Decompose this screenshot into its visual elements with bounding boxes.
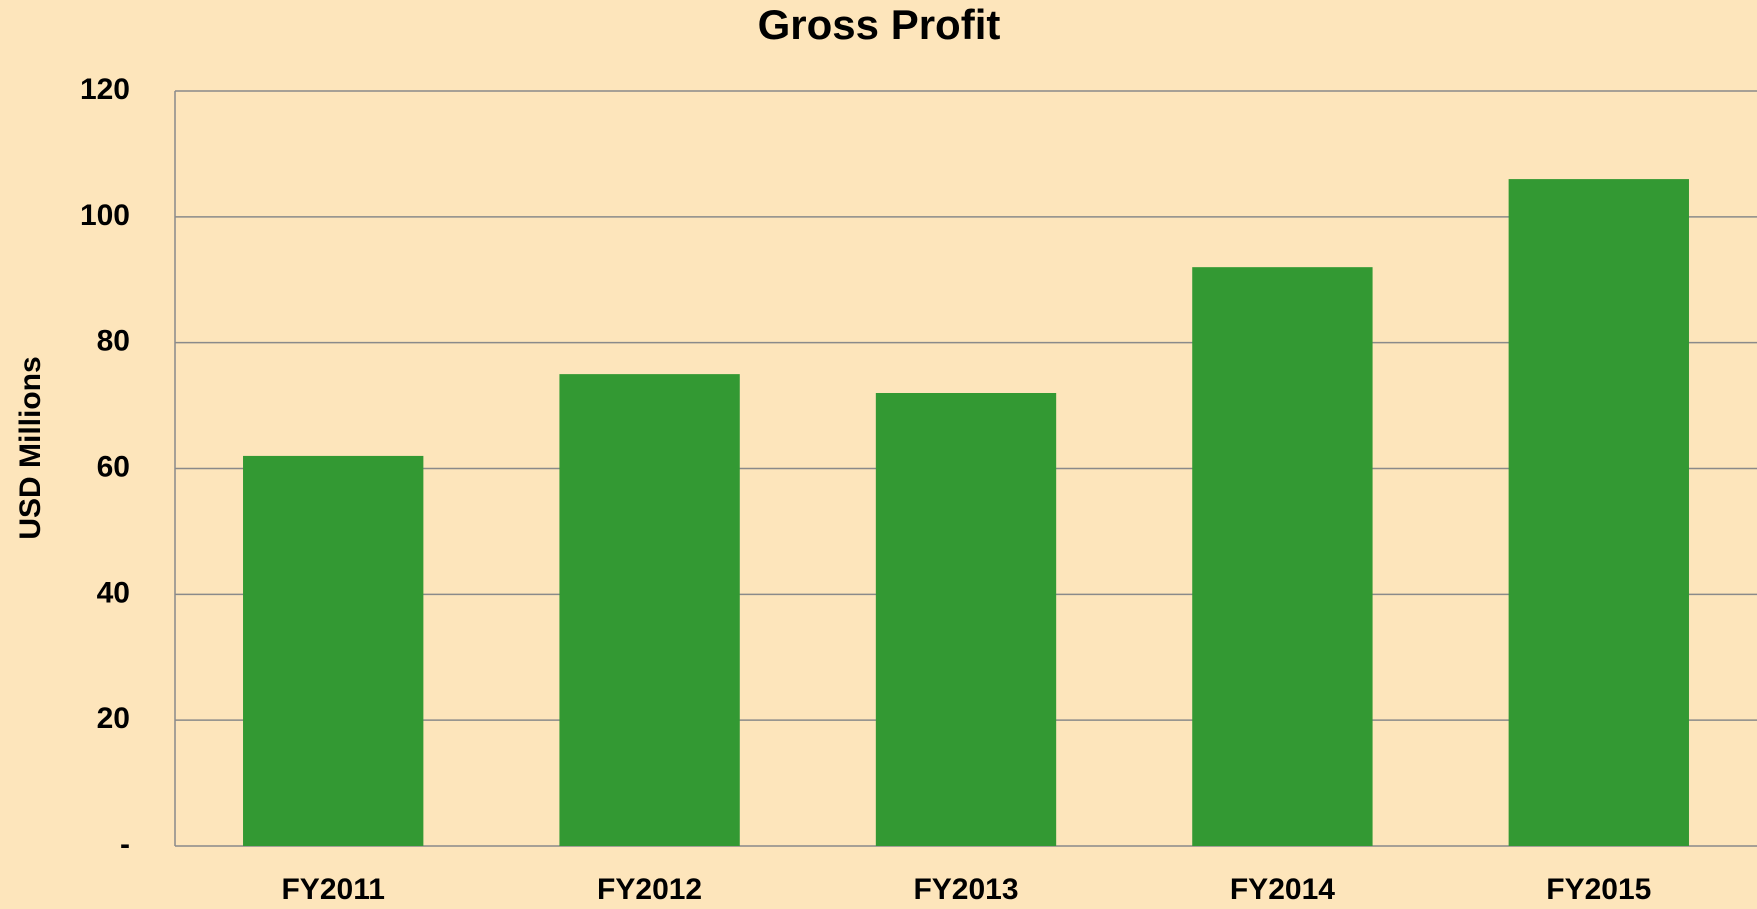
x-tick-label: FY2013 <box>913 873 1018 906</box>
y-tick-label: 80 <box>97 325 130 358</box>
bar <box>243 456 423 846</box>
chart: Gross Profit USD Millions - 20 40 60 80 100 12… <box>0 0 1757 909</box>
x-tick-label: FY2015 <box>1546 873 1651 906</box>
x-tick-label: FY2012 <box>597 873 702 906</box>
bar <box>559 374 739 846</box>
y-tick-label: 20 <box>97 702 130 735</box>
bar <box>1509 179 1689 846</box>
y-tick-label: 60 <box>97 450 130 483</box>
x-tick-label: FY2014 <box>1230 873 1335 906</box>
x-tick-label: FY2011 <box>281 873 384 906</box>
bar <box>876 393 1056 846</box>
bar <box>1192 267 1372 846</box>
y-axis-label: USD Millions <box>14 356 47 539</box>
y-tick-label: 100 <box>80 199 130 232</box>
y-tick-label: 120 <box>80 73 130 106</box>
y-tick-label: - <box>120 828 130 861</box>
y-tick-label: 40 <box>97 576 130 609</box>
chart-title: Gross Profit <box>758 1 1001 48</box>
